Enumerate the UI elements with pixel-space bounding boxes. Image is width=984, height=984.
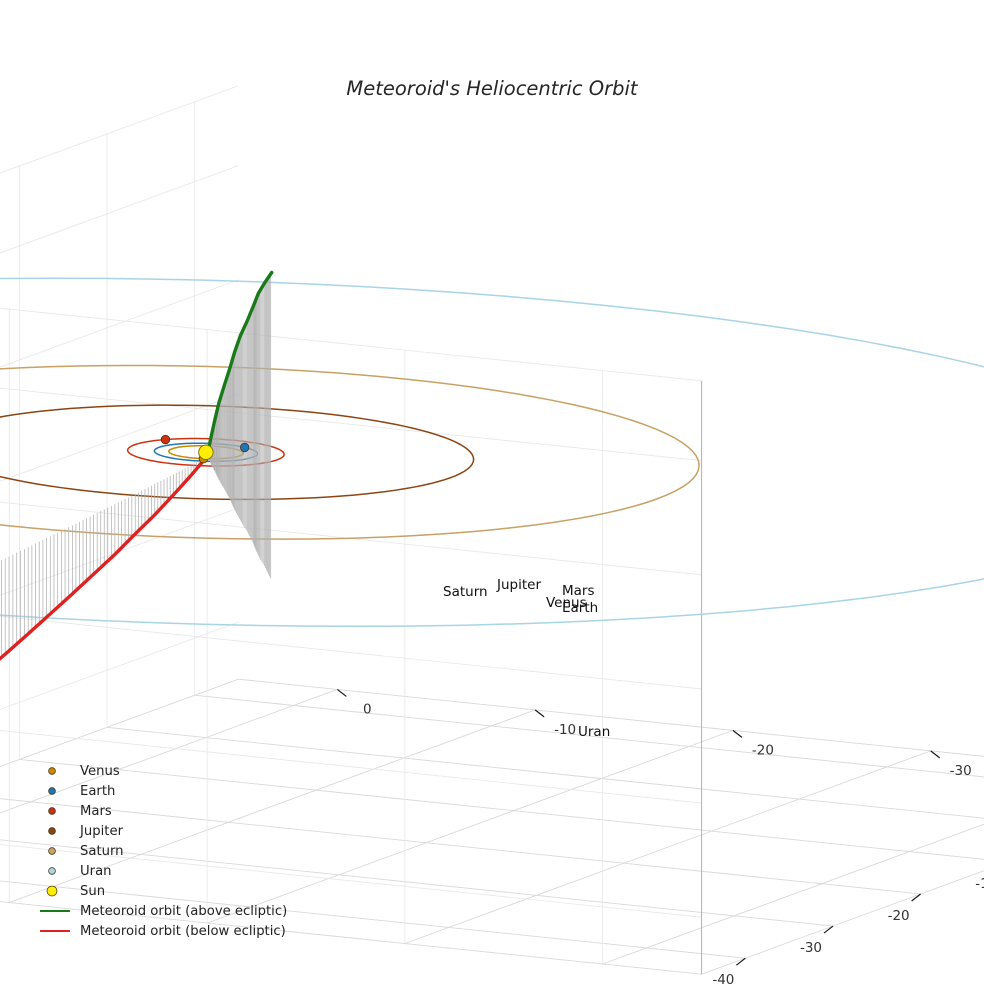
legend-label[interactable]: Meteoroid orbit (above ecliptic) (80, 904, 287, 919)
axis-ticks-group: -40-30-20-10010-40-30-20-10020100-10-20 (336, 688, 984, 984)
planet-label-uran: Uran (578, 724, 610, 740)
sun-marker (198, 444, 214, 460)
axis-tick-label: 0 (363, 701, 372, 717)
legend-label[interactable]: Mars (80, 804, 112, 819)
meteoroid-trajectory (0, 454, 209, 661)
orbit-path-jupiter (0, 404, 475, 501)
axis-tick-label: -30 (800, 940, 822, 956)
planet-label-mars: Mars (562, 583, 595, 599)
legend-marker-mars[interactable] (48, 807, 56, 815)
projection-droplines-group (1, 273, 272, 658)
legend-marker-jupiter[interactable] (48, 827, 56, 835)
planet-label-jupiter: Jupiter (496, 577, 541, 593)
planet-marker-earth (240, 442, 250, 453)
axis-tick-label: -20 (888, 908, 910, 924)
meteoroid-trajectory (205, 270, 274, 459)
axes-pane-grid (0, 85, 984, 975)
legend-label[interactable]: Venus (80, 764, 120, 779)
legend-label[interactable]: Sun (80, 884, 105, 899)
page-title: Meteoroid's Heliocentric Orbit (346, 77, 639, 100)
orbit-path-mars (126, 437, 285, 467)
legend-label[interactable]: Saturn (80, 844, 124, 859)
planet-label-earth: Earth (562, 600, 598, 616)
legend-marker-venus[interactable] (48, 767, 56, 775)
axis-tick-label: -20 (752, 742, 774, 758)
axis-tick-label: -40 (712, 972, 734, 984)
planet-orbits-group (0, 277, 984, 628)
legend-marker-earth[interactable] (48, 787, 56, 795)
legend-marker-sun[interactable] (46, 885, 58, 897)
legend-label[interactable]: Uran (80, 864, 112, 879)
orbit-path-uran (0, 277, 984, 628)
orbit-path-saturn (0, 364, 700, 540)
legend: Venus Earth Mars Jupiter Saturn Uran Sun Meteor… (40, 764, 287, 939)
planet-markers-group (160, 434, 250, 464)
legend-label[interactable]: Meteoroid orbit (below ecliptic) (80, 924, 286, 939)
planet-label-venus: Venus (546, 595, 587, 611)
meteoroid-trajectory-group (0, 270, 274, 661)
orbit-path-earth (153, 442, 259, 463)
legend-marker-saturn[interactable] (48, 847, 56, 855)
legend-label[interactable]: Earth (80, 784, 115, 799)
axis-tick-label: -30 (950, 763, 972, 779)
legend-marker-uran[interactable] (48, 867, 56, 875)
legend-label[interactable]: Jupiter (79, 824, 124, 839)
axis-tick-label: -10 (975, 876, 984, 892)
planet-marker-mars (160, 434, 171, 445)
axis-tick-label: -10 (554, 722, 576, 738)
planet-label-saturn: Saturn (443, 584, 488, 600)
